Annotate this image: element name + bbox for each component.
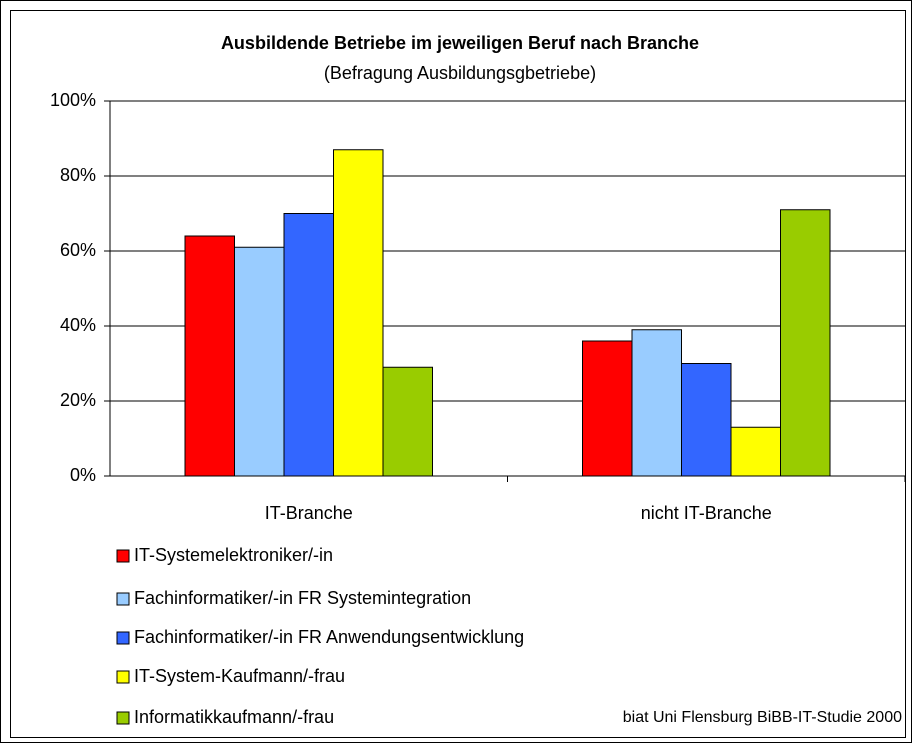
bar [382, 366, 433, 477]
y-tick-label: 60% [60, 240, 96, 260]
chart-title: Ausbildende Betriebe im jeweiligen Beruf… [221, 33, 699, 53]
y-tick-label: 0% [70, 465, 96, 485]
bar [234, 246, 285, 477]
bar [283, 213, 334, 477]
source-note: biat Uni Flensburg BiBB-IT-Studie 2000 [623, 709, 902, 726]
y-tick-label: 40% [60, 315, 96, 335]
bar [631, 329, 682, 477]
legend-label: IT-System-Kaufmann/-frau [134, 666, 345, 686]
chart-border [10, 10, 906, 738]
legend-label: Informatikkaufmann/-frau [134, 707, 334, 727]
bar [582, 340, 633, 477]
legend-swatch [116, 592, 130, 606]
bar [184, 235, 235, 477]
legend-swatch [116, 549, 130, 563]
legend-label: IT-Systemelektroniker/-in [134, 545, 333, 565]
bar [780, 209, 831, 477]
legend-swatch [116, 670, 130, 684]
x-tick-label: IT-Branche [265, 503, 353, 523]
bar [730, 426, 781, 477]
y-tick-label: 100% [50, 90, 96, 110]
legend-label: Fachinformatiker/-in FR Systemintegratio… [134, 588, 471, 608]
legend-label: Fachinformatiker/-in FR Anwendungsentwic… [134, 627, 524, 647]
chart-subtitle: (Befragung Ausbildungsgbetriebe) [324, 63, 596, 83]
legend-swatch [116, 631, 130, 645]
y-tick-label: 20% [60, 390, 96, 410]
x-tick-label: nicht IT-Branche [641, 503, 772, 523]
legend-swatch [116, 711, 130, 725]
bar [681, 363, 732, 477]
y-tick-label: 80% [60, 165, 96, 185]
bar [333, 149, 384, 477]
